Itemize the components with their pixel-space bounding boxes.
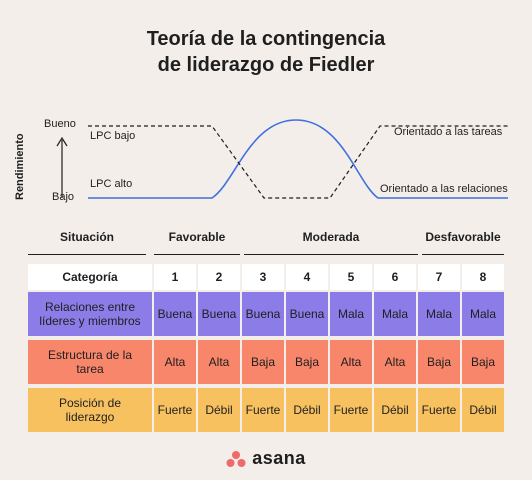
relations-line <box>88 119 508 199</box>
category-row: Categoría 1 2 3 4 5 6 7 8 <box>28 264 504 290</box>
page-title: Teoría de la contingencia de liderazgo d… <box>0 26 532 78</box>
label-bajo: Bajo <box>52 191 75 203</box>
position-row-label: Posición de liderazgo <box>28 388 152 432</box>
asana-logo-text: asana <box>252 448 306 468</box>
relations-cell: Buena <box>154 292 196 336</box>
task-line <box>88 125 508 199</box>
category-3: 3 <box>242 264 284 290</box>
relations-cell: Mala <box>462 292 504 336</box>
label-orientado-relaciones: Orientado a las relaciones <box>380 183 508 195</box>
category-2: 2 <box>198 264 240 290</box>
label-lpc-bajo: LPC bajo <box>90 130 136 142</box>
category-5: 5 <box>330 264 372 290</box>
situacion-label: Situación <box>59 230 114 244</box>
relations-cell: Buena <box>242 292 284 336</box>
structure-cell: Baja <box>462 340 504 384</box>
rule-favorable <box>154 254 240 255</box>
group-moderada: Moderada <box>302 230 360 244</box>
rule-situacion <box>28 254 146 255</box>
position-cell: Débil <box>374 388 416 432</box>
position-cell: Fuerte <box>418 388 460 432</box>
label-bueno: Bueno <box>44 118 76 130</box>
label-lpc-alto: LPC alto <box>90 178 133 190</box>
position-cell: Débil <box>462 388 504 432</box>
axis-arrow-head <box>56 136 68 147</box>
category-8: 8 <box>462 264 504 290</box>
category-7: 7 <box>418 264 460 290</box>
position-cell: Fuerte <box>242 388 284 432</box>
category-4: 4 <box>286 264 328 290</box>
relations-cell: Mala <box>418 292 460 336</box>
position-cell: Fuerte <box>330 388 372 432</box>
position-cell: Fuerte <box>154 388 196 432</box>
title-line-2: de liderazgo de Fiedler <box>157 54 375 76</box>
structure-cell: Baja <box>418 340 460 384</box>
group-favorable: Favorable <box>168 230 226 244</box>
structure-cell: Alta <box>154 340 196 384</box>
category-6: 6 <box>374 264 416 290</box>
structure-row: Estructura de la tarea Alta Alta Baja Ba… <box>28 340 504 384</box>
asana-logo-icon <box>226 450 246 467</box>
category-1: 1 <box>154 264 196 290</box>
structure-cell: Baja <box>242 340 284 384</box>
structure-row-label: Estructura de la tarea <box>28 340 152 384</box>
title-line-1: Teoría de la contingencia <box>146 28 386 50</box>
relations-cell: Buena <box>286 292 328 336</box>
position-cell: Débil <box>286 388 328 432</box>
structure-cell: Alta <box>198 340 240 384</box>
relations-cell: Buena <box>198 292 240 336</box>
structure-cell: Baja <box>286 340 328 384</box>
group-desfavorable: Desfavorable <box>425 230 501 244</box>
structure-cell: Alta <box>374 340 416 384</box>
position-row: Posición de liderazgo Fuerte Débil Fuert… <box>28 388 504 432</box>
relations-row: Relaciones entre líderes y miembros Buen… <box>28 292 504 336</box>
structure-cell: Alta <box>330 340 372 384</box>
categoria-label: Categoría <box>28 264 152 290</box>
situation-header: Situación Favorable Moderada Desfavorabl… <box>28 230 504 256</box>
asana-logo: asana <box>0 448 532 469</box>
relations-cell: Mala <box>330 292 372 336</box>
relations-row-label: Relaciones entre líderes y miembros <box>28 292 152 336</box>
rule-moderada <box>244 254 418 255</box>
rule-desfavorable <box>422 254 504 255</box>
performance-chart <box>56 119 508 199</box>
label-orientado-tareas: Orientado a las tareas <box>394 126 503 138</box>
relations-cell: Mala <box>374 292 416 336</box>
position-cell: Débil <box>198 388 240 432</box>
